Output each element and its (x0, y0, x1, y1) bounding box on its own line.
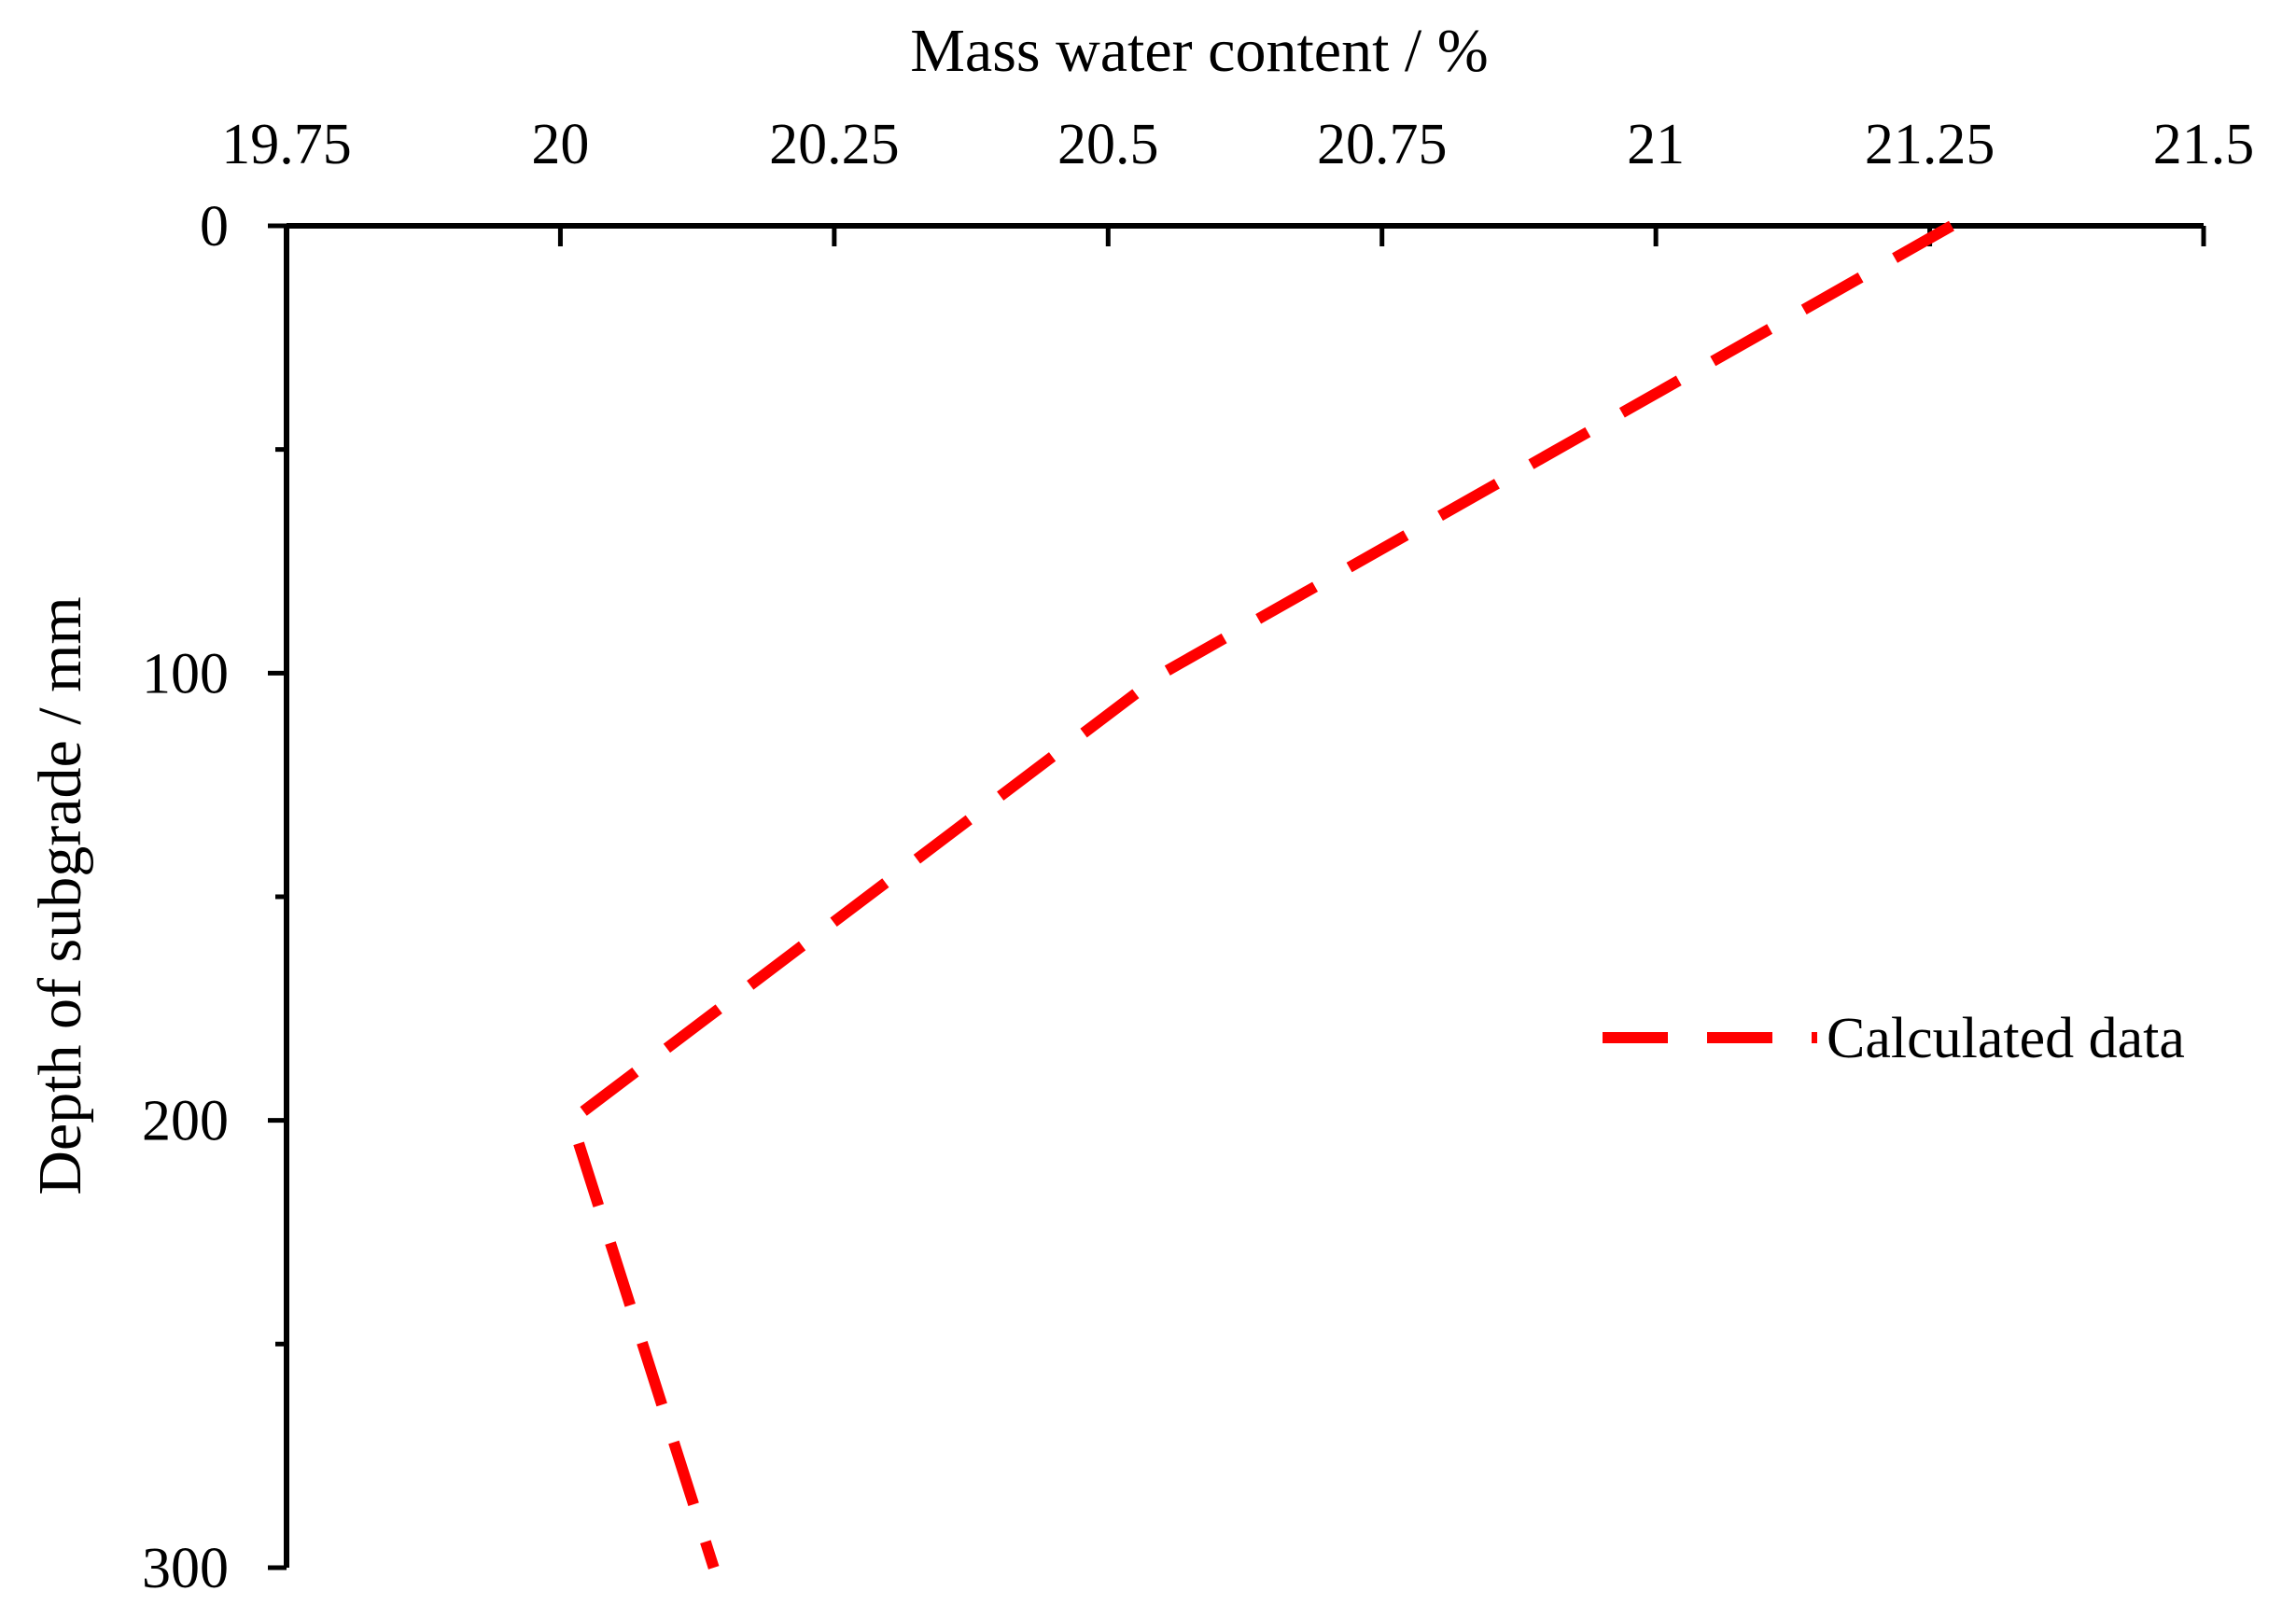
x-tick-label: 20 (531, 113, 589, 176)
y-tick-label: 100 (142, 642, 229, 705)
legend-label-calculated-data: Calculated data (1827, 1007, 2185, 1070)
x-tick-label: 20.25 (769, 113, 900, 176)
y-ticks: 0 100 200 300 (142, 195, 287, 1600)
x-ticks: 19.75 20 20.25 20.5 20.75 21 21.25 21.5 (221, 113, 2254, 246)
x-tick-label: 21.25 (1865, 113, 1995, 176)
y-axis-title: Depth of subgrade / mm (26, 596, 94, 1195)
x-tick-label: 21 (1627, 113, 1685, 176)
y-tick-label: 200 (142, 1090, 229, 1153)
y-tick-label: 0 (200, 195, 229, 258)
x-tick-label: 20.5 (1057, 113, 1159, 176)
legend: Calculated data (1603, 1007, 2185, 1070)
x-tick-label: 20.75 (1317, 113, 1448, 176)
x-axis-title: Mass water content / % (910, 17, 1489, 85)
series-line-calculated-data (565, 220, 1954, 1570)
series-layer (565, 220, 1954, 1570)
x-tick-label: 21.5 (2153, 113, 2255, 176)
y-tick-label: 300 (142, 1537, 229, 1600)
x-tick-label: 19.75 (221, 113, 352, 176)
